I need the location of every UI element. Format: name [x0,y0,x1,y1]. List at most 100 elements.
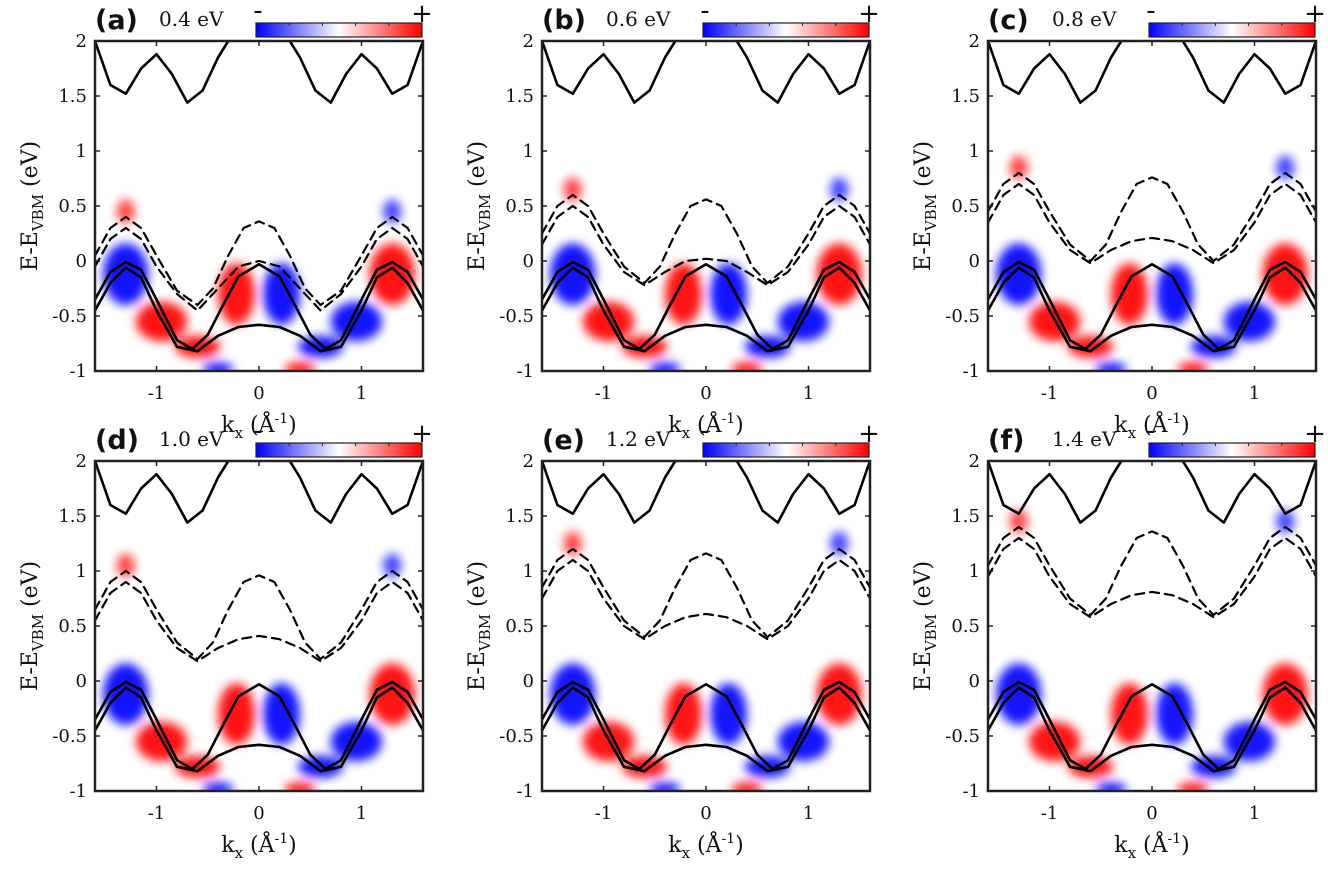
colorbar-minus-label: - [1146,416,1155,446]
solid-band-line-0 [542,41,677,104]
y-axis-title: E-EVBM (eV) [911,561,940,691]
y-tick-label: 1 [523,561,534,582]
panel-a: 2 1.5 1 0.5 0 -0.5 -1 -1 0 1 (a) 0.4 eV - + E-EVBM (eV… [18,0,433,442]
plot-area [542,41,870,371]
texture-blob [202,782,234,791]
y-tick-label: 2 [76,451,87,472]
colorbar [702,22,870,38]
solid-band-line-2 [95,680,423,771]
x-tick-label: 0 [700,383,711,404]
solid-band-line-2 [542,680,870,771]
panel-d: 2 1.5 1 0.5 0 -0.5 -1 -1 0 1 (d) 1.0 eV - + E-EVBM (eV… [18,416,433,862]
dashed-band-line-5 [95,226,423,312]
x-tick-label: 1 [803,383,814,404]
colorbar-minus-label: - [253,416,262,446]
texture-blob [710,263,747,325]
y-tick-label: -0.5 [499,726,534,747]
solid-band-line-1 [1181,41,1316,104]
solid-band-line-3 [95,686,423,773]
texture-blob [1276,155,1295,180]
y-axis-title: E-EVBM (eV) [18,141,47,271]
y-tick-label: 0 [76,251,87,272]
y-tick-label: -0.5 [52,306,87,327]
y-tick-label: 0 [76,671,87,692]
colorbar-plus-label: + [411,0,433,29]
y-tick-label: 1 [76,561,87,582]
texture-blob [284,362,316,371]
texture-blob [1262,243,1308,305]
x-tick-label: 0 [1146,383,1157,404]
texture-blob [830,177,849,202]
y-tick-label: 0.5 [951,196,980,217]
texture-blob [1177,782,1209,791]
colorbar-plus-label: + [1304,419,1326,449]
y-tick-label: 2 [969,31,980,52]
texture-blob [830,531,849,556]
y-axis-title: E-EVBM (eV) [18,561,47,691]
polarization-texture [103,199,415,371]
panel-label: (c) [988,5,1029,36]
panels-layer: 21.510.50-0.5-1-1 0 1(a) 0.4 eV - +E-EVBM (eV… [18,0,1326,862]
energy-label: 0.8 eV [1052,7,1117,31]
texture-blob [1009,155,1028,180]
y-tick-label: -1 [69,361,87,382]
plot-area [95,41,423,371]
texture-blob [1156,683,1194,745]
texture-blob [1009,509,1028,534]
solid-band-line-2 [542,260,870,351]
x-axis-title: kx (Å-1) [1114,410,1190,442]
texture-blob [996,663,1042,725]
dashed-band-line-4 [988,525,1316,617]
colorbar [702,442,870,458]
y-tick-label: 1.5 [58,86,87,107]
texture-blob [563,177,582,202]
solid-band-line-1 [735,41,870,104]
texture-blob [116,199,135,224]
solid-band-line-3 [95,266,423,353]
x-axis-title: kx (Å-1) [1114,830,1190,862]
energy-label: 0.6 eV [606,7,671,31]
polarization-texture [103,553,415,791]
x-axis-title: kx (Å-1) [668,410,744,442]
y-tick-label: 1 [969,141,980,162]
panel-b: 2 1.5 1 0.5 0 -0.5 -1 -1 0 1 (b) 0.6 eV - + E-EVBM (eV… [465,0,880,442]
dashed-band-line-4 [95,569,423,661]
panel-label: (f) [988,425,1024,456]
y-tick-label: -0.5 [945,306,980,327]
colorbar-plus-label: + [411,419,433,449]
texture-blob [649,782,681,791]
y-tick-label: 1.5 [58,506,87,527]
texture-blob [116,553,135,578]
texture-blob [1177,362,1209,371]
y-tick-label: -0.5 [499,306,534,327]
panel-label: (d) [95,425,139,456]
solid-band-line-1 [288,41,423,104]
y-tick-label: 1 [523,141,534,162]
plot-area [542,461,870,791]
texture-blob [369,663,415,725]
energy-label: 1.2 eV [606,427,671,451]
colorbar [1148,442,1316,458]
dashed-band-line-4 [95,215,423,307]
panel-label: (a) [95,5,138,36]
solid-band-line-2 [988,680,1316,771]
energy-label: 1.4 eV [1052,427,1117,451]
y-tick-label: -1 [962,361,980,382]
solid-band-line-2 [988,260,1316,351]
texture-blob [383,553,402,578]
y-tick-label: 2 [76,31,87,52]
colorbar [255,22,423,38]
y-tick-label: 1.5 [951,506,980,527]
texture-blob [665,263,702,325]
texture-blob [263,263,300,325]
y-tick-label: 0.5 [58,196,87,217]
colorbar [1148,22,1316,38]
dashed-band-line-5 [988,182,1316,265]
x-tick-label: -1 [148,803,166,824]
y-tick-label: 0.5 [58,616,87,637]
texture-blob [383,199,402,224]
y-axis-title: E-EVBM (eV) [911,141,940,271]
y-axis-title: E-EVBM (eV) [465,561,494,691]
solid-band-line-0 [988,461,1123,524]
